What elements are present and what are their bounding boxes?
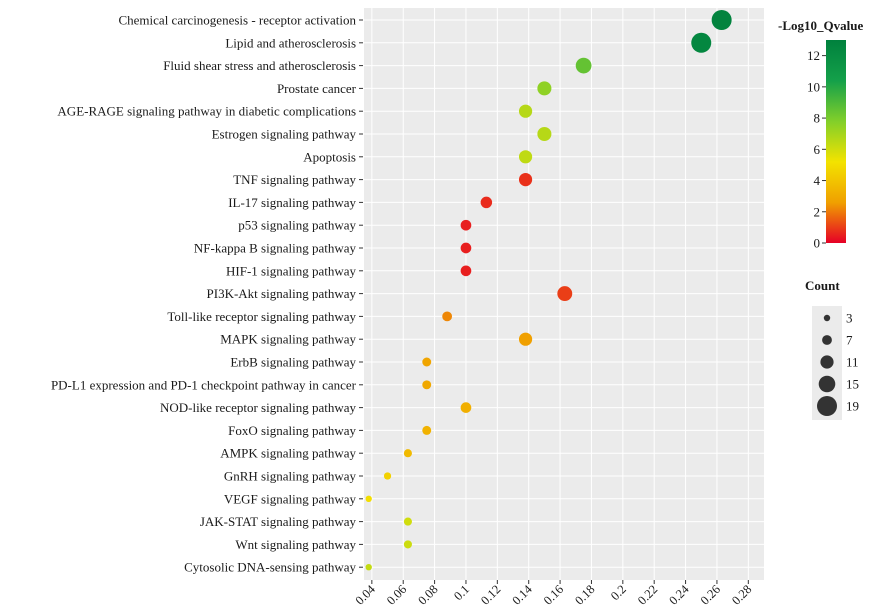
data-point xyxy=(691,32,712,53)
x-tick-label: 0.06 xyxy=(384,582,409,607)
color-legend-bar xyxy=(826,40,846,243)
size-legend-point xyxy=(817,396,837,416)
x-tick-label: 0.1 xyxy=(451,582,472,603)
color-legend: -Log10_Qvalue 0 2 4 6 8 10 12 xyxy=(778,18,863,251)
x-tick-label: 0.12 xyxy=(478,582,503,607)
data-point xyxy=(442,311,453,322)
color-legend-title: -Log10_Qvalue xyxy=(778,18,863,33)
data-point xyxy=(518,104,533,118)
size-legend-label: 15 xyxy=(846,377,859,392)
size-legend-items: 3 7 11 15 19 xyxy=(817,311,859,416)
y-tick-label: IL-17 signaling pathway xyxy=(228,195,356,210)
data-point xyxy=(403,540,412,549)
size-legend-label: 19 xyxy=(846,399,859,414)
x-tick-label: 0.18 xyxy=(572,582,597,607)
x-tick-label: 0.14 xyxy=(509,582,535,608)
data-point xyxy=(460,402,472,413)
data-point xyxy=(365,495,372,502)
grid-lines xyxy=(364,8,764,580)
y-tick-label: ErbB signaling pathway xyxy=(230,355,356,370)
x-tick-label: 0.08 xyxy=(415,582,440,607)
data-point xyxy=(518,150,533,164)
data-point xyxy=(518,173,533,187)
y-tick-label: AGE-RAGE signaling pathway in diabetic c… xyxy=(57,104,356,119)
size-legend: Count 3 7 11 15 19 xyxy=(805,278,859,420)
y-axis-labels: Chemical carcinogenesis - receptor activ… xyxy=(51,13,363,575)
y-tick-label: PI3K-Akt signaling pathway xyxy=(207,286,357,301)
data-point xyxy=(460,219,472,231)
data-point xyxy=(537,126,552,142)
data-point xyxy=(711,10,732,30)
x-tick-label: 0.24 xyxy=(666,582,692,608)
x-tick-label: 0.04 xyxy=(353,582,379,608)
y-tick-label: NOD-like receptor signaling pathway xyxy=(160,400,357,415)
color-legend-tick-label: 6 xyxy=(814,142,821,157)
data-points xyxy=(365,10,732,571)
data-point xyxy=(365,564,372,571)
data-point xyxy=(575,57,592,74)
data-point xyxy=(383,472,392,480)
color-legend-tick-label: 0 xyxy=(814,236,821,251)
y-tick-label: Estrogen signaling pathway xyxy=(212,127,357,142)
y-tick-label: MAPK signaling pathway xyxy=(220,332,356,347)
data-point xyxy=(480,196,493,209)
x-tick-label: 0.26 xyxy=(698,582,723,607)
color-legend-tick-label: 12 xyxy=(807,48,820,63)
y-tick-label: Cytosolic DNA-sensing pathway xyxy=(184,560,356,575)
color-legend-tick-label: 4 xyxy=(814,173,821,188)
y-tick-label: JAK-STAT signaling pathway xyxy=(200,514,357,529)
color-legend-ticks: 0 2 4 6 8 10 12 xyxy=(807,48,826,251)
data-point xyxy=(460,265,472,277)
data-point xyxy=(537,81,552,96)
x-tick-label: 0.22 xyxy=(635,582,660,607)
size-legend-label: 7 xyxy=(846,333,853,348)
color-legend-tick-label: 10 xyxy=(807,79,820,94)
size-legend-point xyxy=(823,314,831,322)
data-point xyxy=(460,242,472,254)
y-tick-label: GnRH signaling pathway xyxy=(224,469,357,484)
size-legend-title: Count xyxy=(805,278,840,293)
data-point xyxy=(557,286,573,302)
y-tick-label: VEGF signaling pathway xyxy=(224,491,357,506)
y-tick-label: AMPK signaling pathway xyxy=(220,446,356,461)
y-tick-label: TNF signaling pathway xyxy=(233,172,356,187)
y-tick-label: HIF-1 signaling pathway xyxy=(226,263,356,278)
x-tick-label: 0.28 xyxy=(729,582,754,607)
y-tick-label: Lipid and atherosclerosis xyxy=(225,35,356,50)
data-point xyxy=(403,449,412,458)
y-tick-label: Chemical carcinogenesis - receptor activ… xyxy=(118,13,356,28)
x-axis-ticks: 0.04 0.06 0.08 0.1 0.12 0.14 0.16 0.18 0.2 0.22 0.… xyxy=(353,580,754,608)
y-tick-label: FoxO signaling pathway xyxy=(228,423,356,438)
size-legend-point xyxy=(822,335,832,345)
size-legend-label: 11 xyxy=(846,355,859,370)
color-legend-tick-label: 8 xyxy=(814,111,821,126)
y-tick-label: p53 signaling pathway xyxy=(238,218,356,233)
size-legend-point xyxy=(820,355,834,369)
y-tick-label: Apoptosis xyxy=(303,149,356,164)
x-tick-label: 0.16 xyxy=(541,582,566,607)
y-tick-label: Prostate cancer xyxy=(277,81,357,96)
size-legend-label: 3 xyxy=(846,311,853,326)
data-point xyxy=(422,357,432,367)
y-tick-label: Wnt signaling pathway xyxy=(235,537,356,552)
y-tick-label: Fluid shear stress and atherosclerosis xyxy=(163,58,356,73)
data-point xyxy=(518,332,533,346)
data-point xyxy=(403,517,412,526)
x-tick-label: 0.2 xyxy=(608,582,629,603)
color-legend-tick-label: 2 xyxy=(814,204,821,219)
data-point xyxy=(422,425,432,435)
size-legend-point xyxy=(818,375,836,393)
y-tick-label: PD-L1 expression and PD-1 checkpoint pat… xyxy=(51,377,357,392)
y-tick-label: NF-kappa B signaling pathway xyxy=(194,241,357,256)
data-point xyxy=(422,380,432,390)
y-tick-label: Toll-like receptor signaling pathway xyxy=(167,309,356,324)
